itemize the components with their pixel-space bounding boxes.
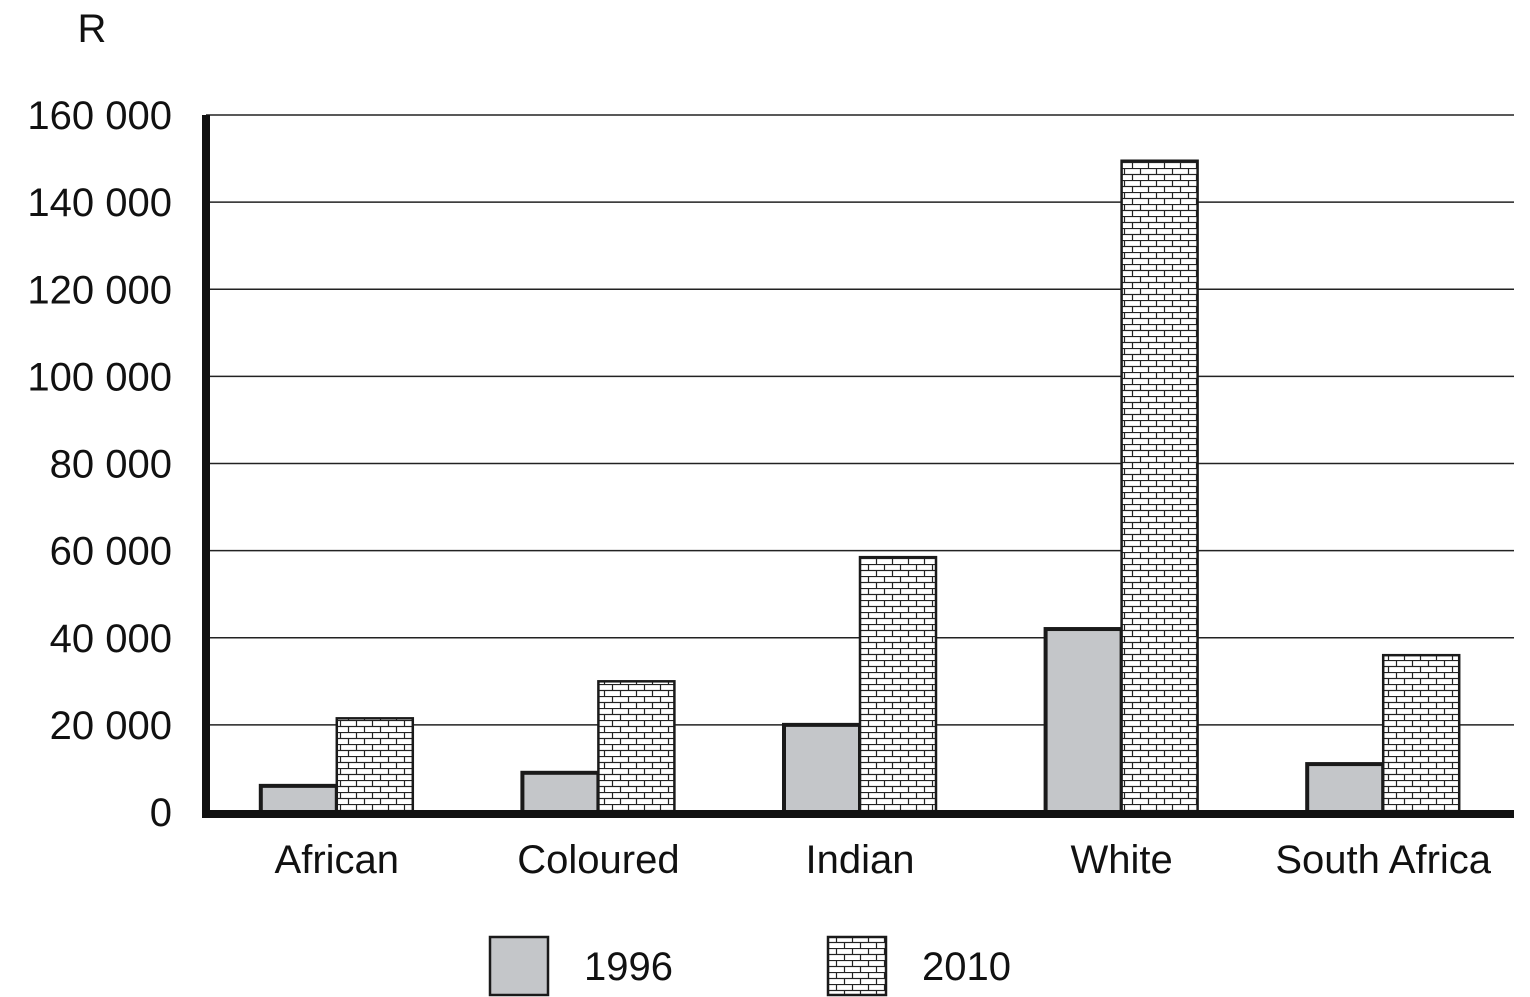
bar-1996-white bbox=[1043, 627, 1124, 814]
axes bbox=[202, 115, 1514, 818]
bar-2010-african bbox=[335, 717, 415, 814]
y-tick-label: 120 000 bbox=[27, 268, 172, 312]
y-tick-label: 40 000 bbox=[50, 617, 172, 661]
legend-label: 1996 bbox=[584, 945, 673, 989]
bar-1996-south-africa bbox=[1305, 762, 1386, 814]
y-tick-label: 140 000 bbox=[27, 181, 172, 225]
y-axis-label: R bbox=[78, 7, 107, 51]
legend-swatch-2010 bbox=[826, 935, 888, 997]
x-tick-label: Indian bbox=[806, 838, 915, 882]
x-tick-label: Coloured bbox=[517, 838, 679, 882]
x-tick-labels: African Coloured Indian White South Africa bbox=[275, 838, 1492, 882]
x-tick-label: South Africa bbox=[1275, 838, 1491, 882]
bar-2010-indian bbox=[858, 555, 938, 814]
bar-2010-south-africa bbox=[1381, 653, 1461, 814]
bar-1996-indian bbox=[782, 722, 862, 814]
y-tick-label: 80 000 bbox=[50, 443, 172, 487]
x-tick-label: African bbox=[275, 838, 400, 882]
legend: 1996 2010 bbox=[488, 935, 1011, 997]
y-tick-label: 160 000 bbox=[27, 94, 172, 138]
grid-lines bbox=[206, 114, 1514, 726]
y-tick-label: 0 bbox=[150, 791, 172, 835]
bar-1996-african bbox=[258, 783, 339, 814]
bar-1996-coloured bbox=[520, 770, 601, 815]
x-tick-label: White bbox=[1070, 838, 1172, 882]
bar-2010-white bbox=[1120, 159, 1199, 814]
bars bbox=[258, 159, 1461, 815]
legend-swatch-1996 bbox=[488, 935, 550, 997]
y-tick-label: 60 000 bbox=[50, 530, 172, 574]
y-tick-label: 20 000 bbox=[50, 704, 172, 748]
y-tick-labels: 0 20 000 40 000 60 000 80 000 100 000 120 000 1… bbox=[27, 94, 172, 835]
y-tick-label: 100 000 bbox=[27, 355, 172, 399]
bar-2010-coloured bbox=[597, 680, 676, 814]
legend-label: 2010 bbox=[922, 945, 1011, 989]
